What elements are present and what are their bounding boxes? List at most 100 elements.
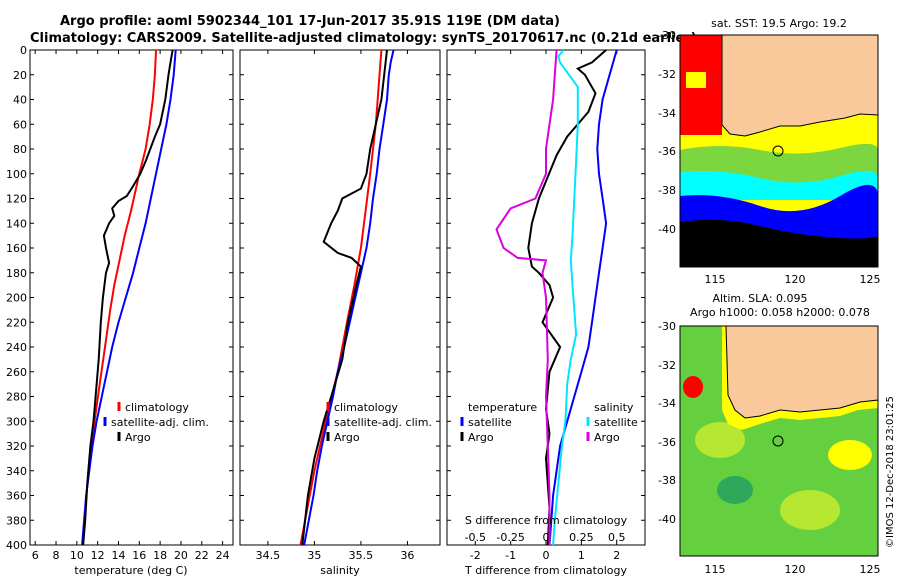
ytick-label: 380 bbox=[6, 514, 27, 527]
sla-map-frame bbox=[679, 325, 879, 557]
xtick-label: 1 bbox=[578, 549, 585, 562]
tdiff-legend: temperature satellite Argo bbox=[460, 401, 537, 444]
sst-ytick: -30 bbox=[658, 29, 676, 42]
xtick-label: 36 bbox=[400, 549, 414, 562]
series-line-climatology bbox=[299, 49, 383, 546]
xtick-label: -1 bbox=[505, 549, 516, 562]
sst-xtick: 120 bbox=[785, 273, 806, 286]
xtick-label: 8 bbox=[53, 549, 60, 562]
temperature-panel bbox=[29, 49, 234, 546]
sla-map-title-2: Argo h1000: 0.058 h2000: 0.078 bbox=[690, 306, 870, 319]
x2tick-label: 0 bbox=[543, 531, 550, 544]
ytick-label: 360 bbox=[6, 490, 27, 503]
legend-label-satellite: satellite-adj. clim. bbox=[334, 416, 432, 429]
ytick-label: 0 bbox=[20, 44, 27, 57]
xtick-label: -2 bbox=[470, 549, 481, 562]
title-line-2: Climatology: CARS2009. Satellite-adjuste… bbox=[30, 31, 697, 46]
ytick-label: 240 bbox=[6, 341, 27, 354]
temperature-xlabel: temperature (deg C) bbox=[74, 564, 187, 577]
ytick-label: 400 bbox=[6, 539, 27, 552]
title-line-1: Argo profile: aoml 5902344_101 17-Jun-20… bbox=[60, 14, 560, 29]
x2tick-label: -0.5 bbox=[465, 531, 486, 544]
sla-ytick: -30 bbox=[658, 320, 676, 333]
sla-anomaly-patch bbox=[780, 490, 840, 530]
salinity-legend: climatology satellite-adj. clim. Argo bbox=[326, 401, 432, 444]
ytick-label: 340 bbox=[6, 465, 27, 478]
series-line-salinity-satellite bbox=[552, 49, 579, 546]
sla-anomaly-patch bbox=[683, 376, 703, 398]
x2tick-label: -0.25 bbox=[496, 531, 524, 544]
sla-argo-location-icon bbox=[772, 435, 784, 447]
xtick-label: 20 bbox=[174, 549, 188, 562]
sst-ytick: -38 bbox=[658, 184, 676, 197]
sla-xtick: 115 bbox=[705, 563, 726, 576]
ytick-label: 300 bbox=[6, 415, 27, 428]
sst-argo-location-icon bbox=[772, 145, 784, 157]
legend-label-climatology: climatology bbox=[125, 401, 189, 414]
sst-warm-gap bbox=[686, 72, 706, 88]
temperature-legend: climatology satellite-adj. clim. Argo bbox=[103, 401, 209, 444]
legend-label-t-argo: Argo bbox=[468, 431, 494, 444]
sla-ytick: -34 bbox=[658, 397, 676, 410]
ytick-label: 320 bbox=[6, 440, 27, 453]
sst-xtick: 115 bbox=[705, 273, 726, 286]
ytick-label: 100 bbox=[6, 168, 27, 181]
sst-ytick: -34 bbox=[658, 107, 676, 120]
sla-map bbox=[679, 325, 879, 557]
legend-label-t-satellite: satellite bbox=[468, 416, 512, 429]
xtick-label: 34.5 bbox=[256, 549, 281, 562]
xtick-label: 16 bbox=[132, 549, 146, 562]
sst-ytick: -32 bbox=[658, 68, 676, 81]
ytick-label: 120 bbox=[6, 193, 27, 206]
xtick-label: 14 bbox=[111, 549, 125, 562]
credit-text: ©IMOS 12-Dec-2018 23:01:25 bbox=[885, 396, 896, 548]
sla-anomaly-patch bbox=[717, 476, 753, 504]
xtick-label: 24 bbox=[216, 549, 230, 562]
ytick-label: 20 bbox=[13, 69, 27, 82]
salinity-panel bbox=[239, 49, 441, 546]
sst-ytick: -40 bbox=[658, 223, 676, 236]
sla-ytick: -36 bbox=[658, 436, 676, 449]
xtick-label: 0 bbox=[543, 549, 550, 562]
series-line-salinity-argo bbox=[495, 49, 558, 545]
series-line-satellite-adj-clim- bbox=[81, 49, 177, 546]
x2tick-label: 0.5 bbox=[608, 531, 626, 544]
sst-map-title: sat. SST: 19.5 Argo: 19.2 bbox=[711, 17, 847, 30]
sst-xtick: 125 bbox=[860, 273, 881, 286]
series-line-temperature-satellite bbox=[548, 49, 618, 546]
legend-label-satellite: satellite-adj. clim. bbox=[111, 416, 209, 429]
series-line-argo bbox=[82, 49, 174, 546]
sla-xtick: 120 bbox=[785, 563, 806, 576]
sla-ytick: -38 bbox=[658, 474, 676, 487]
series-line-climatology bbox=[82, 49, 157, 546]
legend-title-temperature: temperature bbox=[468, 401, 537, 414]
legend-label-argo: Argo bbox=[125, 431, 151, 444]
ytick-label: 40 bbox=[13, 94, 27, 107]
x2tick-label: 0.25 bbox=[569, 531, 594, 544]
legend-label-argo: Argo bbox=[334, 431, 360, 444]
ytick-label: 160 bbox=[6, 242, 27, 255]
salinity-xlabel: salinity bbox=[320, 564, 360, 577]
xtick-label: 12 bbox=[91, 549, 105, 562]
series-line-temperature-argo bbox=[527, 49, 607, 546]
legend-label-climatology: climatology bbox=[334, 401, 398, 414]
xtick-label: 2 bbox=[613, 549, 620, 562]
sla-map-title-1: Altim. SLA: 0.095 bbox=[712, 292, 807, 305]
sst-map bbox=[679, 34, 879, 268]
legend-label-s-satellite: satellite bbox=[594, 416, 638, 429]
sst-black-band bbox=[680, 219, 879, 267]
xtick-label: 6 bbox=[32, 549, 39, 562]
xtick-label: 18 bbox=[153, 549, 167, 562]
ytick-label: 140 bbox=[6, 217, 27, 230]
xtick-label: 10 bbox=[70, 549, 84, 562]
sla-ytick: -32 bbox=[658, 359, 676, 372]
xtick-label: 35 bbox=[307, 549, 321, 562]
legend-label-s-argo: Argo bbox=[594, 431, 620, 444]
sla-anomaly-patch bbox=[695, 422, 745, 458]
sst-map-frame bbox=[679, 34, 879, 268]
sla-ytick: -40 bbox=[658, 513, 676, 526]
ytick-label: 80 bbox=[13, 143, 27, 156]
ytick-label: 180 bbox=[6, 267, 27, 280]
legend-title-salinity: salinity bbox=[594, 401, 634, 414]
xtick-label: 22 bbox=[195, 549, 209, 562]
